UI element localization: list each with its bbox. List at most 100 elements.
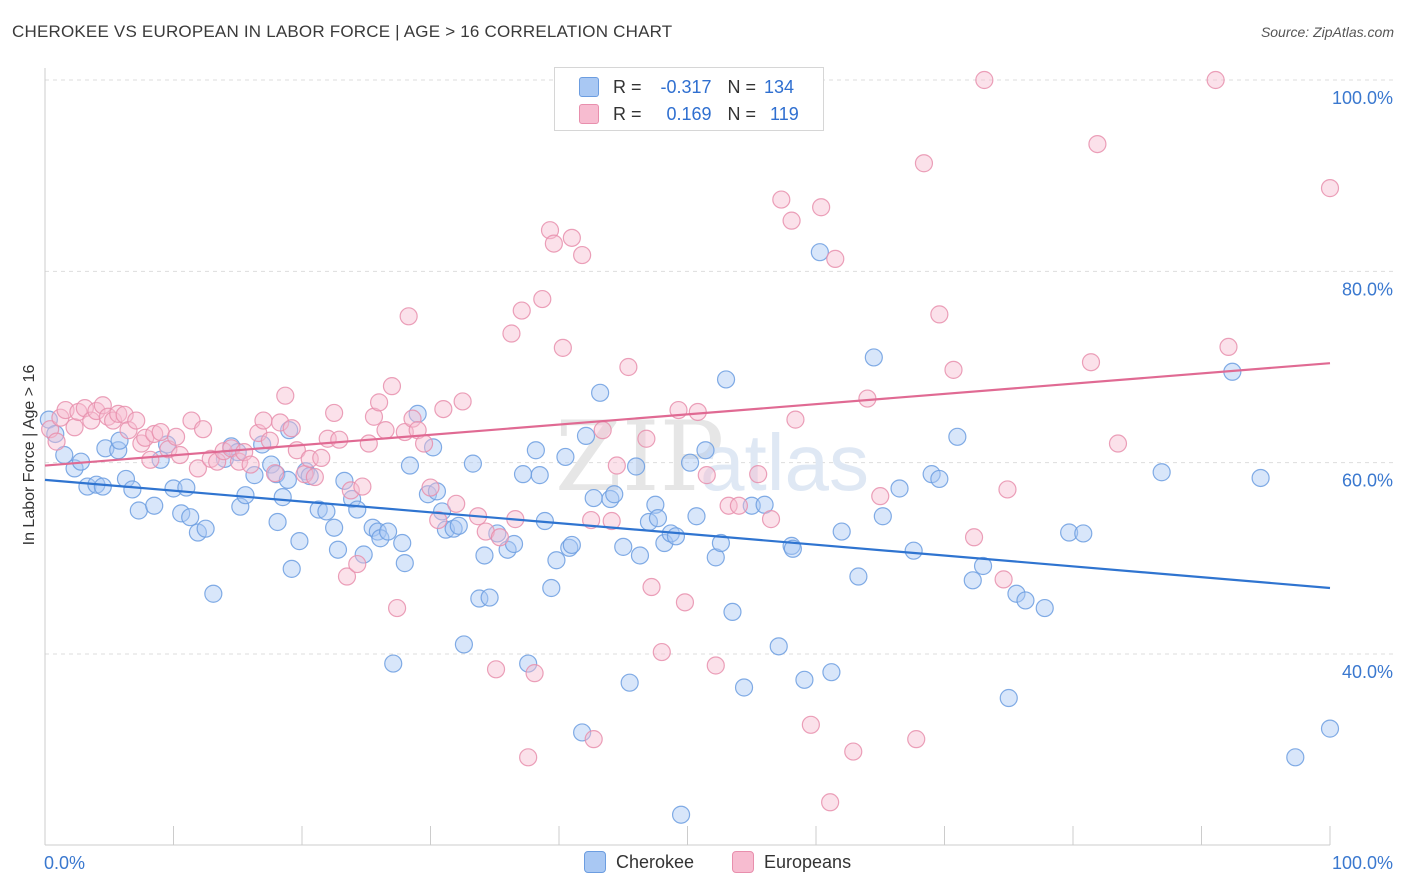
cherokee-point bbox=[463, 454, 483, 473]
cherokee-point bbox=[384, 654, 403, 673]
european-point bbox=[502, 324, 521, 343]
cherokee-point bbox=[1320, 719, 1340, 738]
european-point bbox=[312, 448, 331, 467]
european-point bbox=[145, 424, 164, 444]
european-point bbox=[871, 487, 890, 506]
european-point bbox=[486, 660, 506, 679]
cherokee-point bbox=[795, 670, 814, 689]
european-point bbox=[607, 456, 626, 475]
european-point bbox=[414, 434, 434, 453]
european-point bbox=[403, 409, 422, 428]
cherokee-point bbox=[864, 348, 883, 367]
cherokee-point bbox=[354, 545, 373, 564]
european-point bbox=[193, 420, 213, 439]
european-point bbox=[47, 432, 66, 451]
cherokee-point bbox=[620, 673, 639, 692]
cherokee-point bbox=[475, 546, 494, 565]
cherokee-point bbox=[325, 518, 344, 537]
cherokee-point bbox=[562, 535, 581, 555]
legend-n-value: 119 bbox=[770, 103, 799, 124]
european-point bbox=[348, 554, 367, 574]
european-point bbox=[544, 234, 563, 253]
european-point bbox=[330, 430, 349, 449]
european-point bbox=[907, 730, 926, 749]
y-tick-label: 40.0% bbox=[1342, 662, 1393, 682]
european-point bbox=[930, 305, 949, 324]
cherokee-point bbox=[196, 519, 215, 538]
bottom-legend-cherokee: Cherokee bbox=[584, 851, 694, 873]
legend-n-label: N = bbox=[727, 103, 757, 124]
cherokee-point bbox=[181, 508, 200, 527]
cherokee-point bbox=[519, 654, 538, 673]
european-point bbox=[719, 496, 738, 515]
european-point bbox=[305, 467, 324, 487]
european-point bbox=[998, 480, 1017, 499]
chart-title: CHEROKEE VS EUROPEAN IN LABOR FORCE | AG… bbox=[12, 22, 673, 41]
source-label: Source: ZipAtlas.com bbox=[1260, 24, 1394, 40]
cherokee-point bbox=[584, 488, 603, 508]
cherokee-point bbox=[1074, 524, 1093, 543]
european-point bbox=[652, 642, 671, 662]
european-point bbox=[65, 418, 84, 437]
cherokee-point bbox=[449, 516, 468, 535]
legend-n-value: 134 bbox=[764, 76, 795, 97]
cherokee-point bbox=[605, 485, 624, 504]
cherokee-swatch bbox=[579, 77, 599, 97]
european-point bbox=[812, 198, 831, 217]
bottom-legend-label: Europeans bbox=[764, 851, 852, 872]
cherokee-point bbox=[666, 527, 686, 546]
legend-r-value: 0.169 bbox=[666, 103, 712, 124]
cherokee-point bbox=[93, 477, 112, 496]
cherokee-point bbox=[1060, 523, 1079, 542]
european-point bbox=[109, 404, 128, 423]
european-point bbox=[399, 307, 418, 326]
cherokee-point bbox=[268, 512, 287, 532]
cherokee-point bbox=[810, 243, 829, 262]
european-point bbox=[353, 477, 372, 496]
cherokee-point bbox=[110, 431, 129, 450]
european-point bbox=[675, 593, 695, 612]
european-point bbox=[573, 245, 592, 265]
cherokee-point bbox=[378, 522, 398, 541]
legend-r-value: -0.317 bbox=[660, 76, 712, 97]
european-point bbox=[166, 427, 186, 446]
cherokee-point bbox=[904, 541, 923, 560]
cherokee-point bbox=[444, 519, 463, 538]
cherokee-point bbox=[423, 438, 443, 457]
cherokee-point bbox=[273, 488, 292, 507]
watermark-atlas: atlas bbox=[700, 418, 869, 507]
cherokee-point bbox=[999, 688, 1018, 708]
cherokee-point bbox=[267, 465, 286, 484]
cherokee-point bbox=[1251, 468, 1270, 488]
european-point bbox=[826, 249, 845, 268]
european-point bbox=[282, 419, 301, 438]
cherokee-point bbox=[680, 453, 700, 472]
cherokee-point bbox=[164, 479, 183, 498]
cherokee-point bbox=[687, 507, 706, 526]
european-point bbox=[260, 431, 279, 450]
cherokee-point bbox=[172, 504, 191, 523]
cherokee-point bbox=[1016, 591, 1035, 610]
cherokee-point bbox=[1152, 463, 1171, 482]
cherokee-point bbox=[400, 456, 420, 475]
european-point bbox=[512, 301, 531, 320]
cherokee-point bbox=[716, 370, 736, 389]
cherokee-trend-line bbox=[44, 478, 1331, 590]
european-point bbox=[115, 405, 134, 424]
cherokee-point bbox=[630, 546, 650, 565]
cherokee-point bbox=[648, 509, 668, 528]
european-point bbox=[697, 466, 716, 485]
cherokee-point bbox=[262, 455, 281, 474]
legend-r-label: R = bbox=[613, 103, 642, 124]
cherokee-point bbox=[432, 502, 452, 521]
european-point bbox=[540, 221, 560, 240]
cherokee-point bbox=[573, 723, 592, 742]
european-point bbox=[376, 421, 395, 440]
european-point bbox=[276, 386, 295, 405]
european-point bbox=[1108, 434, 1128, 453]
european-point bbox=[642, 577, 661, 597]
cherokee-point bbox=[480, 588, 499, 607]
cherokee-point bbox=[317, 502, 336, 521]
cherokee-point bbox=[734, 678, 754, 697]
